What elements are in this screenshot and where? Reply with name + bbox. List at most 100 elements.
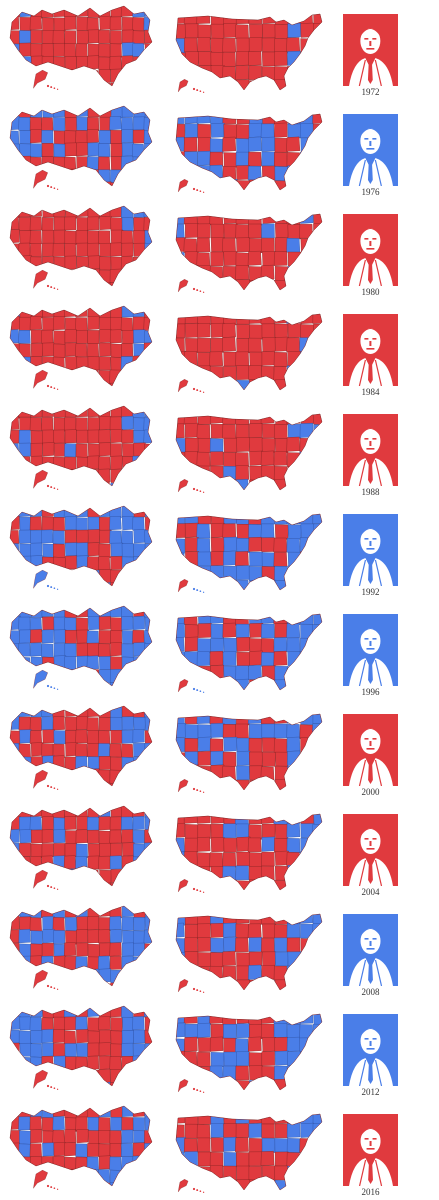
red-state-region <box>86 869 99 884</box>
blue-state-region <box>223 466 237 481</box>
red-state-region <box>313 166 322 181</box>
red-state-region <box>249 24 263 39</box>
blue-state-region <box>287 423 302 439</box>
cartogram-map <box>9 1005 153 1090</box>
blue-state-region <box>133 670 146 685</box>
blue-state-region <box>300 1152 315 1168</box>
cartogram-map <box>9 305 153 390</box>
blue-state-region <box>29 816 42 831</box>
blue-state-region <box>312 624 322 640</box>
red-state-region <box>10 916 20 930</box>
blue-state-region <box>122 930 135 945</box>
red-state-region <box>249 324 264 340</box>
red-state-region <box>30 843 43 858</box>
blue-state-region <box>132 455 145 470</box>
red-state-region <box>65 769 78 783</box>
red-state-region <box>223 1037 237 1053</box>
red-state-region <box>64 130 77 145</box>
blue-state-region <box>19 143 32 158</box>
eye-shadow <box>364 538 369 540</box>
blue-state-region <box>236 750 251 766</box>
election-year-label: 1988 <box>361 487 380 497</box>
red-state-region <box>64 630 77 644</box>
red-state-region <box>273 537 288 553</box>
red-state-region <box>184 837 198 853</box>
blue-state-region <box>286 614 301 625</box>
eye-shadow <box>364 238 369 240</box>
blue-state-region <box>287 123 302 139</box>
red-state-region <box>248 514 262 525</box>
eye-shadow <box>372 1038 377 1040</box>
red-state-region <box>235 424 250 439</box>
red-state-region <box>274 79 288 90</box>
red-state-region <box>274 180 289 190</box>
red-state-region <box>98 616 111 631</box>
blue-state-region <box>19 955 32 970</box>
red-state-region <box>10 682 20 686</box>
red-state-region <box>109 942 122 957</box>
hawaii-island <box>199 990 202 992</box>
red-state-region <box>183 238 198 254</box>
red-state-region <box>261 179 275 190</box>
blue-state-region <box>312 723 322 738</box>
red-state-region <box>261 279 275 290</box>
blue-state-region <box>223 637 238 653</box>
blue-state-region <box>236 765 250 781</box>
red-state-region <box>286 937 301 953</box>
red-state-region <box>110 582 123 586</box>
red-state-region <box>144 829 152 844</box>
red-state-region <box>144 516 152 531</box>
country-outline <box>175 413 323 491</box>
blue-state-region <box>30 1182 43 1186</box>
red-state-region <box>53 343 66 358</box>
red-state-region <box>209 852 224 868</box>
cartogram-regions <box>10 406 152 486</box>
blue-state-region <box>10 282 20 286</box>
election-row: 2008 <box>0 900 439 1000</box>
alaska-inset <box>178 379 189 392</box>
red-state-region <box>236 524 251 539</box>
red-state-region <box>18 581 31 586</box>
blue-state-region <box>10 169 20 184</box>
red-state-region <box>223 452 237 467</box>
red-state-region <box>110 1043 123 1058</box>
blue-state-region <box>18 616 31 631</box>
state-regions <box>176 114 322 190</box>
red-state-region <box>64 168 77 183</box>
red-state-region <box>274 778 289 790</box>
hair-shadow <box>359 28 382 38</box>
blue-state-region <box>176 965 185 980</box>
red-state-region <box>29 216 42 231</box>
blue-state-region <box>223 665 238 681</box>
red-state-region <box>10 1006 20 1018</box>
blue-state-region <box>235 1038 249 1054</box>
blue-state-region <box>300 950 315 966</box>
red-state-region <box>76 356 89 371</box>
red-state-region <box>87 743 99 757</box>
country-outline <box>175 1113 323 1191</box>
blue-state-region <box>313 638 322 654</box>
red-state-region <box>121 1069 134 1083</box>
blue-state-region <box>121 756 134 772</box>
country-outline <box>9 405 153 487</box>
blue-state-region <box>10 769 20 784</box>
red-state-region <box>64 806 77 818</box>
blue-state-region <box>300 351 314 367</box>
red-state-region <box>197 414 212 425</box>
blue-state-region <box>249 614 263 626</box>
mouth-shadow <box>366 148 375 150</box>
hawaii-island <box>46 784 50 788</box>
red-state-region <box>98 456 111 470</box>
blue-state-region <box>176 1151 185 1167</box>
red-state-region <box>64 230 77 245</box>
red-state-region <box>53 443 67 457</box>
red-state-region <box>19 916 32 931</box>
red-state-region <box>30 30 43 44</box>
red-state-region <box>87 255 101 270</box>
red-state-region <box>98 769 111 784</box>
red-state-region <box>41 117 54 132</box>
cartogram-map <box>9 405 153 490</box>
blue-state-region <box>196 680 211 690</box>
red-state-region <box>87 883 100 886</box>
red-state-region <box>249 979 264 990</box>
